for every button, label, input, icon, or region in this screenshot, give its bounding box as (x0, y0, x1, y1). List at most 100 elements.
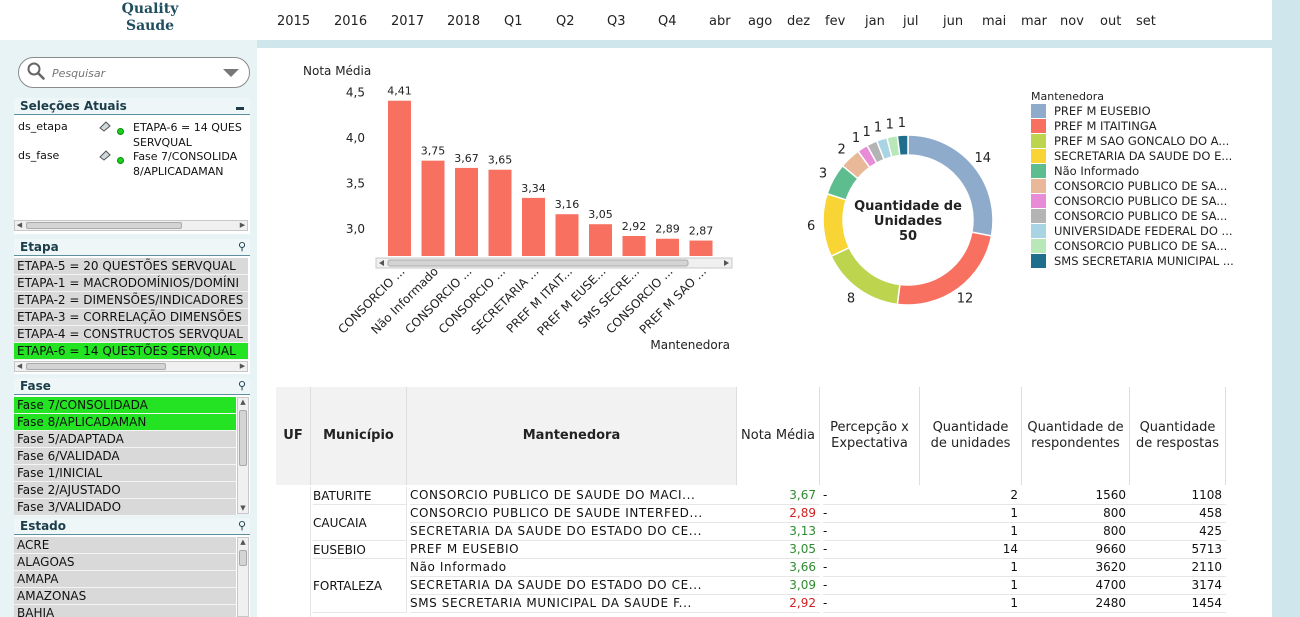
legend-item[interactable]: PREF M EUSEBIO (1031, 104, 1266, 119)
scroll-right-icon[interactable]: ▶ (239, 221, 246, 229)
period-mar[interactable]: mar (1021, 14, 1047, 29)
donut-slice[interactable] (822, 192, 851, 258)
bar[interactable] (522, 197, 545, 256)
search-icon[interactable]: ⚲ (237, 379, 246, 392)
estado-vscrollbar[interactable]: ▲ (237, 537, 249, 617)
legend-item[interactable]: SMS SECRETARIA MUNICIPAL ... (1031, 254, 1266, 269)
estado-item[interactable]: AMAPA (14, 571, 236, 588)
legend-item[interactable]: CONSORCIO PUBLICO DE SA... (1031, 194, 1266, 209)
period-fev[interactable]: fev (825, 14, 846, 29)
period-Q4[interactable]: Q4 (658, 14, 677, 29)
scroll-thumb[interactable] (239, 410, 247, 466)
etapa-item[interactable]: ETAPA-1 = MACRODOMÍNIOS/DOMÍNI (14, 275, 248, 292)
eraser-icon[interactable] (98, 120, 112, 132)
fase-vscrollbar[interactable]: ▲ ▼ (237, 397, 249, 514)
etapa-item[interactable]: ETAPA-6 = 14 QUESTÕES SERVQUAL (14, 343, 248, 360)
search-icon[interactable]: ⚲ (237, 240, 246, 253)
eraser-icon[interactable] (98, 149, 112, 161)
fase-item[interactable]: Fase 2/AJUSTADO (14, 482, 236, 499)
period-ago[interactable]: ago (748, 14, 773, 29)
chevron-down-icon[interactable] (223, 69, 239, 77)
column-header-municipio[interactable]: Município (311, 387, 407, 485)
bar[interactable] (388, 100, 411, 256)
scroll-right-icon[interactable]: ▶ (239, 362, 246, 370)
period-jan[interactable]: jan (865, 14, 885, 29)
fase-item[interactable]: Fase 7/CONSOLIDADA (14, 397, 236, 414)
scroll-right-icon[interactable] (724, 260, 729, 266)
selections-hscrollbar[interactable]: ◀ ▶ (14, 220, 248, 231)
table-row[interactable]: SECRETARIA DA SAUDE DO ESTADO DO CE... 3,… (276, 523, 1226, 541)
table-row[interactable]: CONSORCIO PUBLICO DE SAUDE INTERFED... 2,… (276, 505, 1226, 523)
fase-item[interactable]: Fase 1/INICIAL (14, 465, 236, 482)
period-jun[interactable]: jun (943, 14, 964, 29)
column-header-uf[interactable]: UF (276, 387, 311, 485)
fase-item[interactable]: Fase 5/ADAPTADA (14, 431, 236, 448)
fase-item[interactable]: Fase 8/APLICADAMAN (14, 414, 236, 431)
search-box[interactable] (18, 57, 250, 88)
period-abr[interactable]: abr (709, 14, 731, 29)
bar[interactable] (555, 214, 579, 256)
period-set[interactable]: set (1136, 14, 1156, 29)
scroll-thumb[interactable] (239, 550, 247, 566)
legend-item[interactable]: UNIVERSIDADE FEDERAL DO ... (1031, 224, 1266, 239)
estado-item[interactable]: AMAZONAS (14, 588, 236, 605)
donut-slice[interactable] (896, 134, 909, 157)
bar[interactable] (589, 224, 612, 256)
etapa-item[interactable]: ETAPA-2 = DIMENSÕES/INDICADORES (14, 292, 248, 309)
table-row[interactable]: Não Informado 3,66-1 3620 2110 (276, 559, 1226, 577)
scroll-thumb[interactable] (26, 222, 182, 229)
period-Q1[interactable]: Q1 (504, 14, 523, 29)
period-out[interactable]: out (1100, 14, 1122, 29)
period-2016[interactable]: 2016 (334, 14, 368, 29)
column-header-nota-media[interactable]: Nota Média (737, 387, 820, 485)
scroll-up-icon[interactable]: ▲ (240, 398, 246, 406)
estado-item[interactable]: BAHIA (14, 605, 236, 617)
search-icon[interactable]: ⚲ (237, 519, 246, 532)
bar[interactable] (421, 160, 445, 256)
period-dez[interactable]: dez (787, 14, 811, 29)
etapa-item[interactable]: ETAPA-4 = CONSTRUCTOS SERVQUAL (14, 326, 248, 343)
bar[interactable] (455, 167, 478, 256)
legend-item[interactable]: Não Informado (1031, 164, 1266, 179)
period-Q2[interactable]: Q2 (556, 14, 575, 29)
table-row[interactable]: SECRETARIA DA SAUDE DO ESTADO DO CE... 3,… (276, 577, 1226, 595)
period-2015[interactable]: 2015 (277, 14, 311, 29)
table-row[interactable]: CONSORCIO PUBLICO DE SAUDE DO MACI... 3,6… (276, 487, 1226, 505)
table-row[interactable]: SMS SECRETARIA MUNICIPAL DA SAUDE F... 2,… (276, 595, 1226, 613)
etapa-item[interactable]: ETAPA-5 = 20 QUESTÕES SERVQUAL (14, 258, 248, 275)
period-2017[interactable]: 2017 (391, 14, 425, 29)
scroll-left-icon[interactable]: ◀ (16, 221, 23, 229)
legend-item[interactable]: SECRETARIA DA SAUDE DO E... (1031, 149, 1266, 164)
fase-item[interactable]: Fase 6/VALIDADA (14, 448, 236, 465)
table-row[interactable]: PREF M EUSEBIO 3,05-14 9660 5713 (276, 541, 1226, 559)
legend-item[interactable]: CONSORCIO PUBLICO DE SA... (1031, 179, 1266, 194)
column-header-quantidade-respostas[interactable]: Quantidade de respostas (1130, 387, 1226, 485)
column-header-mantenedora[interactable]: Mantenedora (407, 387, 737, 485)
period-mai[interactable]: mai (982, 14, 1007, 29)
bar[interactable] (622, 236, 646, 256)
minimize-icon[interactable] (236, 107, 244, 110)
legend-item[interactable]: CONSORCIO PUBLICO DE SA... (1031, 209, 1266, 224)
legend-item[interactable]: CONSORCIO PUBLICO DE SA... (1031, 239, 1266, 254)
column-header-quantidade-respondentes[interactable]: Quantidade de respondentes (1022, 387, 1130, 485)
etapa-hscrollbar[interactable]: ◀ ▶ (14, 361, 248, 372)
scroll-up-icon[interactable]: ▲ (240, 538, 246, 546)
period-nov[interactable]: nov (1060, 14, 1084, 29)
period-jul[interactable]: jul (903, 14, 919, 29)
column-header-percepcao[interactable]: Percepção x Expectativa (820, 387, 920, 485)
bar[interactable] (689, 240, 713, 256)
legend-item[interactable]: PREF M SAO GONCALO DO A... (1031, 134, 1266, 149)
donut-slice[interactable] (830, 246, 901, 306)
bar[interactable] (656, 238, 679, 256)
scroll-down-icon[interactable]: ▼ (240, 504, 246, 512)
scroll-left-icon[interactable] (379, 260, 384, 266)
search-input[interactable] (52, 64, 212, 82)
legend-item[interactable]: PREF M ITAITINGA (1031, 119, 1266, 134)
estado-item[interactable]: ACRE (14, 537, 236, 554)
scroll-thumb[interactable] (26, 363, 166, 370)
estado-item[interactable]: ALAGOAS (14, 554, 236, 571)
column-header-quantidade-unidades[interactable]: Quantidade de unidades (920, 387, 1022, 485)
period-Q3[interactable]: Q3 (607, 14, 626, 29)
bar-chart-scrollbar[interactable] (375, 257, 733, 269)
bar[interactable] (488, 169, 512, 256)
